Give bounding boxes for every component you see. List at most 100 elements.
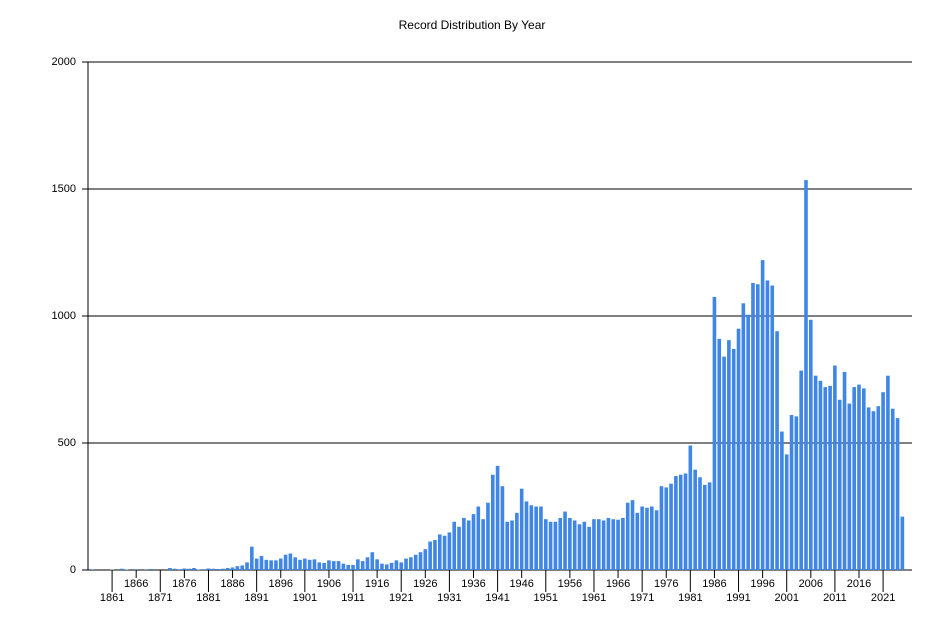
bar xyxy=(717,338,722,570)
bar xyxy=(384,564,389,570)
bar xyxy=(616,519,620,570)
x-tick-label: 1956 xyxy=(558,578,582,590)
bar xyxy=(216,568,220,570)
x-tick-label: 2021 xyxy=(871,592,895,604)
bar xyxy=(250,546,254,570)
bar xyxy=(230,567,235,570)
bar xyxy=(365,557,370,570)
bar xyxy=(876,406,881,570)
bar xyxy=(317,562,322,570)
bar xyxy=(124,569,129,570)
bar xyxy=(572,520,577,570)
x-tick-label: 1891 xyxy=(244,592,268,604)
x-tick-label: 1996 xyxy=(750,578,774,590)
bar xyxy=(428,541,432,570)
bar xyxy=(587,526,591,570)
bar xyxy=(568,517,572,570)
bar xyxy=(274,560,278,570)
bar xyxy=(833,365,837,570)
bar xyxy=(698,477,702,570)
bar xyxy=(741,303,746,570)
bar xyxy=(197,569,201,570)
bar xyxy=(895,418,900,570)
x-tick-label: 1951 xyxy=(534,592,558,604)
bar xyxy=(490,474,495,570)
bar xyxy=(298,559,302,570)
bar xyxy=(192,567,196,570)
bar xyxy=(221,568,225,570)
bar xyxy=(259,556,264,570)
bar xyxy=(674,476,678,570)
bar xyxy=(539,506,543,570)
bar xyxy=(394,560,399,570)
bar xyxy=(404,558,408,570)
x-tick-label: 1921 xyxy=(389,592,413,604)
bar xyxy=(683,473,688,570)
bar xyxy=(635,512,640,570)
y-tick-label: 2000 xyxy=(52,56,76,68)
x-tick-label: 1971 xyxy=(630,592,654,604)
bar xyxy=(307,559,312,570)
x-tick-label: 1876 xyxy=(172,578,196,590)
bar xyxy=(168,567,172,570)
bar xyxy=(862,388,866,570)
bar xyxy=(775,331,779,570)
bar xyxy=(303,558,307,570)
bar xyxy=(847,403,852,570)
bar xyxy=(534,506,538,570)
x-tick-label: 1991 xyxy=(726,592,750,604)
x-tick-label: 1906 xyxy=(317,578,341,590)
bar xyxy=(409,557,413,570)
x-tick-label: 1966 xyxy=(606,578,630,590)
bar xyxy=(842,371,847,570)
x-tick-label: 1976 xyxy=(654,578,678,590)
bar xyxy=(505,521,510,570)
bar xyxy=(669,483,673,570)
bar xyxy=(601,520,606,570)
bar xyxy=(784,454,789,570)
bar xyxy=(495,465,500,570)
bar xyxy=(702,484,707,570)
bar xyxy=(828,385,832,570)
bar xyxy=(548,521,553,570)
bar xyxy=(254,558,259,570)
bar xyxy=(486,502,490,570)
bar xyxy=(134,569,138,570)
bar xyxy=(871,411,876,570)
bar xyxy=(510,520,514,570)
bar xyxy=(235,566,240,570)
y-tick-label: 0 xyxy=(70,564,76,576)
x-tick-label: 1886 xyxy=(220,578,244,590)
bar xyxy=(500,486,505,570)
bar xyxy=(375,559,379,570)
bar xyxy=(582,521,587,570)
bar xyxy=(727,340,731,570)
bar xyxy=(119,568,124,570)
bar xyxy=(380,563,384,570)
bar xyxy=(471,514,476,570)
chart-title: Record Distribution By Year xyxy=(399,18,546,32)
bar xyxy=(515,512,519,570)
bar xyxy=(900,516,905,570)
x-tick-label: 1911 xyxy=(341,592,365,604)
bar xyxy=(351,564,355,570)
x-tick-label: 2011 xyxy=(823,592,847,604)
bar xyxy=(524,501,529,570)
bar xyxy=(293,557,298,570)
bar xyxy=(172,568,177,570)
bar xyxy=(780,431,784,570)
bar xyxy=(288,553,293,570)
bar xyxy=(852,387,856,570)
bar xyxy=(678,474,683,570)
x-tick-label: 1916 xyxy=(365,578,389,590)
bar xyxy=(765,280,770,570)
bar xyxy=(592,519,596,570)
bar xyxy=(413,554,418,570)
x-tick-label: 1936 xyxy=(461,578,485,590)
x-tick-label: 1981 xyxy=(678,592,702,604)
bar xyxy=(621,517,625,570)
bar xyxy=(452,521,457,570)
x-tick-label: 1871 xyxy=(148,592,172,604)
y-tick-label: 1500 xyxy=(52,183,76,195)
bar xyxy=(110,569,114,570)
